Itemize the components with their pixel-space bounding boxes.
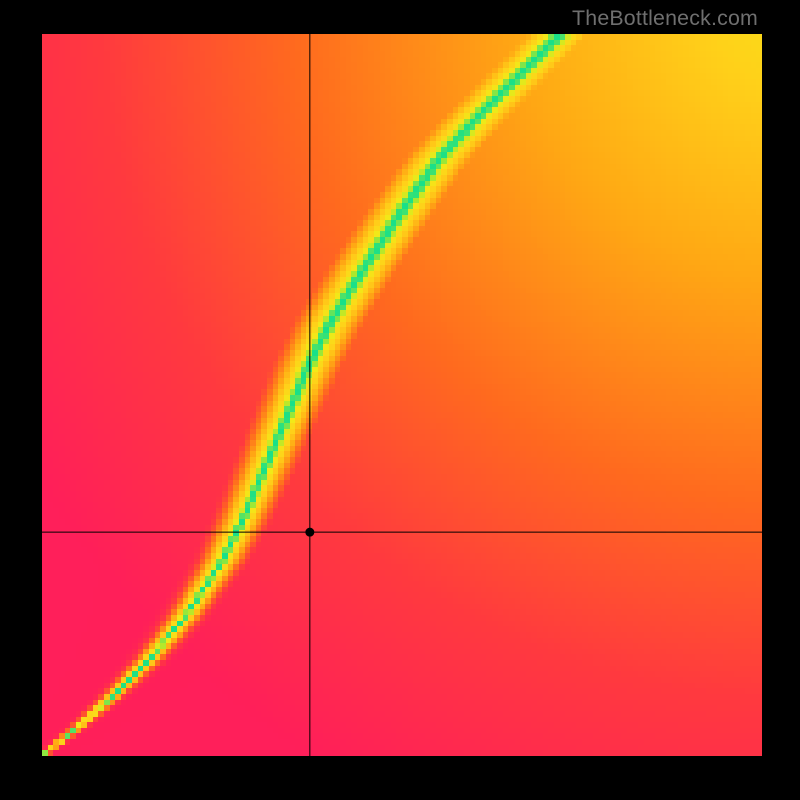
heatmap-canvas — [42, 34, 762, 756]
chart-container: TheBottleneck.com — [0, 0, 800, 800]
watermark-text: TheBottleneck.com — [572, 6, 758, 31]
heatmap-plot — [42, 34, 762, 756]
